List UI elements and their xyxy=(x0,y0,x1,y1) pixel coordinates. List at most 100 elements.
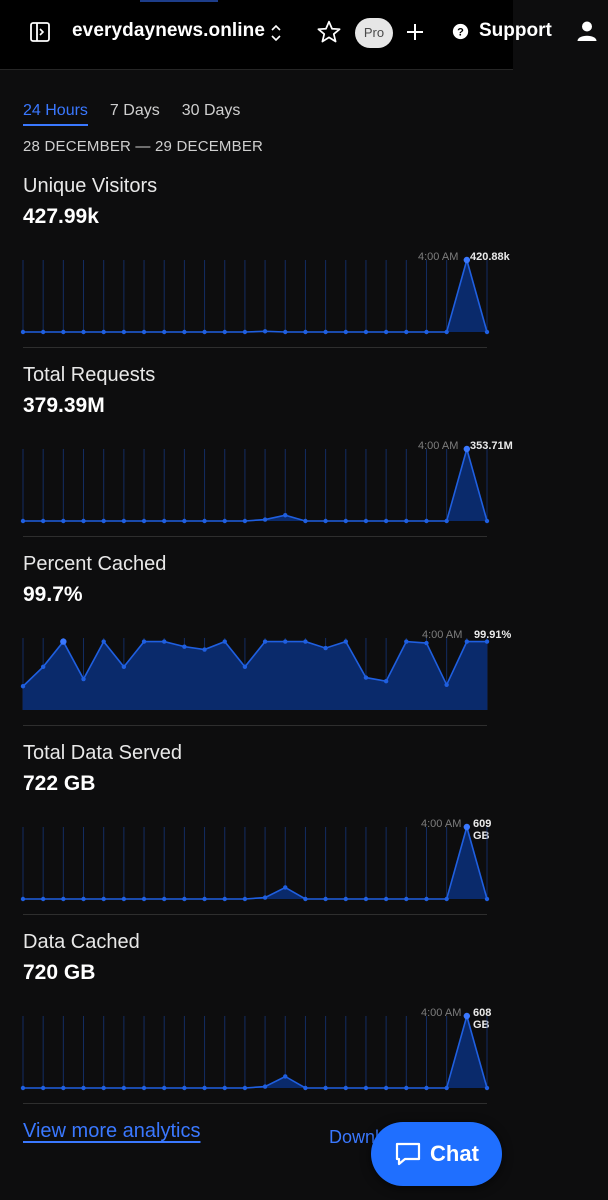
chat-button[interactable]: Chat xyxy=(371,1122,502,1186)
chevron-up-down-icon[interactable] xyxy=(269,21,283,45)
data-point[interactable] xyxy=(303,329,308,335)
data-point[interactable] xyxy=(182,896,187,902)
data-point[interactable] xyxy=(20,896,26,902)
site-name[interactable]: everydaynews.online xyxy=(72,20,266,41)
data-point[interactable] xyxy=(283,639,288,644)
plus-icon[interactable] xyxy=(405,22,425,42)
data-point[interactable] xyxy=(323,645,328,651)
data-point[interactable] xyxy=(363,1085,369,1091)
data-point[interactable] xyxy=(323,896,328,902)
data-point[interactable] xyxy=(283,885,288,890)
data-point[interactable] xyxy=(283,513,288,518)
data-point[interactable] xyxy=(404,896,409,902)
data-point[interactable] xyxy=(162,639,167,644)
data-point[interactable] xyxy=(262,329,268,334)
data-point[interactable] xyxy=(323,1085,328,1091)
data-point[interactable] xyxy=(343,896,348,902)
data-point[interactable] xyxy=(101,518,106,524)
data-point[interactable] xyxy=(242,896,248,902)
data-point[interactable] xyxy=(121,518,127,524)
data-point[interactable] xyxy=(404,329,409,335)
data-point[interactable] xyxy=(202,896,207,902)
data-point[interactable] xyxy=(81,896,86,902)
data-point[interactable] xyxy=(222,896,227,902)
data-point[interactable] xyxy=(121,329,127,335)
data-point[interactable] xyxy=(81,676,86,682)
data-point[interactable] xyxy=(424,329,429,335)
data-point[interactable] xyxy=(242,518,248,524)
data-point[interactable] xyxy=(182,518,187,524)
data-point[interactable] xyxy=(202,1085,207,1091)
data-point[interactable] xyxy=(444,896,449,902)
data-point[interactable] xyxy=(424,640,429,646)
data-point[interactable] xyxy=(121,1085,127,1091)
tab-30-days[interactable]: 30 Days xyxy=(181,102,241,119)
tab-24-hours[interactable]: 24 Hours xyxy=(23,102,88,126)
data-point[interactable] xyxy=(383,679,389,684)
data-point[interactable] xyxy=(383,896,389,902)
data-point[interactable] xyxy=(484,896,490,902)
data-point[interactable] xyxy=(40,896,46,902)
sparkline-chart[interactable] xyxy=(20,633,490,719)
data-point[interactable] xyxy=(484,518,490,524)
data-point[interactable] xyxy=(101,639,106,644)
data-point[interactable] xyxy=(484,329,490,335)
data-point[interactable] xyxy=(283,1074,288,1079)
pro-badge[interactable]: Pro xyxy=(355,18,393,48)
data-point[interactable] xyxy=(40,1085,46,1091)
data-point[interactable] xyxy=(424,1085,429,1091)
data-point[interactable] xyxy=(444,682,449,687)
data-point[interactable] xyxy=(222,639,227,644)
data-point[interactable] xyxy=(222,518,227,524)
data-point[interactable] xyxy=(303,896,308,902)
data-point[interactable] xyxy=(404,1085,409,1091)
view-more-analytics-link[interactable]: View more analytics xyxy=(23,1120,201,1142)
data-point[interactable] xyxy=(242,664,248,669)
data-point[interactable] xyxy=(141,639,147,644)
data-point[interactable] xyxy=(383,329,389,335)
data-point[interactable] xyxy=(202,647,207,652)
data-point[interactable] xyxy=(424,896,429,902)
data-point[interactable] xyxy=(202,518,207,524)
data-point[interactable] xyxy=(464,639,470,644)
data-point[interactable] xyxy=(40,664,46,669)
data-point[interactable] xyxy=(343,518,348,524)
sidebar-toggle-icon[interactable] xyxy=(28,20,52,44)
sparkline-chart[interactable] xyxy=(20,1011,490,1097)
data-point[interactable] xyxy=(363,518,369,524)
sparkline-chart[interactable] xyxy=(20,255,490,341)
data-point[interactable] xyxy=(182,1085,187,1091)
data-point[interactable] xyxy=(61,518,66,524)
data-point[interactable] xyxy=(121,896,127,902)
user-icon[interactable] xyxy=(575,19,599,43)
data-point[interactable] xyxy=(81,329,86,335)
data-point[interactable] xyxy=(303,518,308,524)
data-point[interactable] xyxy=(162,518,167,524)
data-point[interactable] xyxy=(182,644,187,649)
data-point[interactable] xyxy=(40,329,46,335)
data-point[interactable] xyxy=(303,1085,308,1091)
data-point[interactable] xyxy=(20,518,26,524)
data-point[interactable] xyxy=(141,518,147,524)
sparkline-chart[interactable] xyxy=(20,444,490,530)
peak-point[interactable] xyxy=(463,1012,471,1020)
data-point[interactable] xyxy=(162,1085,167,1091)
data-point[interactable] xyxy=(141,1085,147,1091)
data-point[interactable] xyxy=(61,1085,66,1091)
data-point[interactable] xyxy=(444,1085,449,1091)
data-point[interactable] xyxy=(162,896,167,902)
peak-point[interactable] xyxy=(60,638,67,645)
data-point[interactable] xyxy=(262,639,268,644)
peak-point[interactable] xyxy=(463,256,471,264)
data-point[interactable] xyxy=(363,675,369,680)
data-point[interactable] xyxy=(262,895,268,900)
data-point[interactable] xyxy=(202,329,207,335)
data-point[interactable] xyxy=(81,518,86,524)
data-point[interactable] xyxy=(283,329,288,335)
data-point[interactable] xyxy=(343,639,348,644)
data-point[interactable] xyxy=(363,896,369,902)
data-point[interactable] xyxy=(262,1084,268,1089)
data-point[interactable] xyxy=(323,518,328,524)
data-point[interactable] xyxy=(182,329,187,335)
sparkline-chart[interactable] xyxy=(20,822,490,908)
